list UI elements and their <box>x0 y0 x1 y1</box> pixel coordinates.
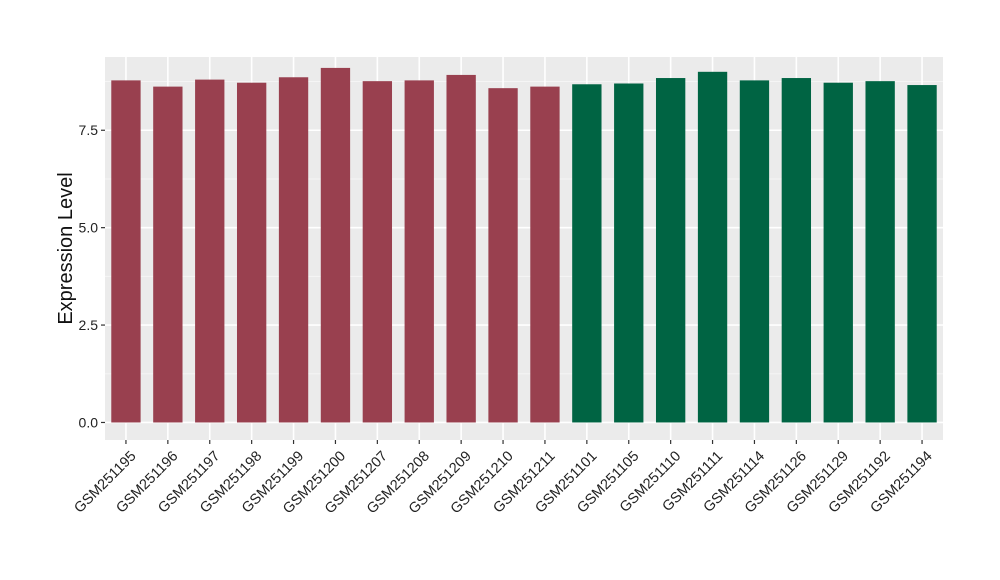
bar-GSM251195 <box>111 80 141 423</box>
bar-GSM251198 <box>236 82 267 423</box>
bar-GSM251129 <box>823 82 853 423</box>
bar-GSM251126 <box>781 78 812 423</box>
bar-GSM251208 <box>404 80 434 423</box>
bar-GSM251200 <box>320 67 351 423</box>
y-axis-title: Expression Level <box>55 172 77 324</box>
bar-GSM251194 <box>907 85 937 423</box>
bar-GSM251210 <box>488 88 518 423</box>
bar-GSM251192 <box>865 81 895 423</box>
y-tick-label: 2.5 <box>79 317 99 333</box>
bar-GSM251207 <box>362 81 393 423</box>
plot-panel-background <box>105 57 943 440</box>
bar-GSM251196 <box>153 86 183 423</box>
bar-GSM251199 <box>278 77 309 423</box>
bar-GSM251209 <box>446 74 476 423</box>
y-tick-label: 5.0 <box>79 220 99 236</box>
bar-GSM251105 <box>614 83 644 423</box>
bar-GSM251197 <box>195 79 225 423</box>
y-tick-label: 0.0 <box>79 414 99 430</box>
bar-GSM251111 <box>697 71 728 423</box>
y-axis: 0.0 2.5 5.0 7.5 <box>79 122 105 430</box>
bar-GSM251110 <box>655 78 686 423</box>
bar-GSM251211 <box>530 86 560 423</box>
bar-GSM251114 <box>739 80 770 423</box>
bar-GSM251101 <box>572 84 602 423</box>
y-tick-label: 7.5 <box>79 122 99 138</box>
bars <box>111 67 937 423</box>
x-axis: GSM251195GSM251196GSM251197GSM251198GSM2… <box>71 440 936 517</box>
